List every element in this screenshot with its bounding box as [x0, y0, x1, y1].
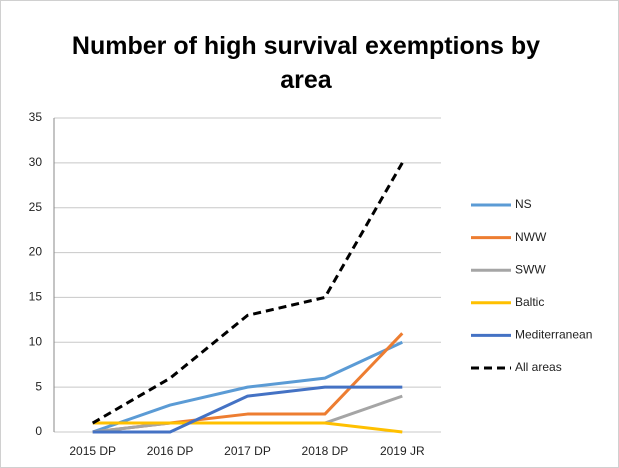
series-line: [92, 340, 403, 434]
x-tick-label: 2018 DP: [302, 444, 349, 458]
y-tick-label: 5: [35, 379, 42, 393]
y-tick-label: 30: [29, 155, 43, 169]
x-tick-label: 2017 DP: [224, 444, 271, 458]
y-tick-label: 0: [35, 424, 42, 438]
series-line: [91, 162, 404, 425]
legend-label: Mediterranean: [515, 328, 592, 342]
y-tick-label: 15: [29, 290, 43, 304]
y-tick-label: 20: [29, 245, 43, 259]
chart-title: Number of high survival exemptions by ar…: [71, 32, 541, 94]
legend-label: SWW: [515, 262, 546, 276]
x-tick-label: 2016 DP: [147, 444, 194, 458]
y-tick-label: 10: [29, 334, 43, 348]
legend-label: NWW: [515, 230, 547, 244]
series-line: [92, 421, 403, 434]
x-tick-label: 2019 JR: [380, 444, 425, 458]
legend-label: All areas: [515, 360, 562, 374]
y-tick-label: 35: [29, 110, 43, 124]
y-tick-label: 25: [29, 200, 43, 214]
legend-label: NS: [515, 197, 532, 211]
legend-label: Baltic: [515, 295, 544, 309]
x-tick-label: 2015 DP: [69, 444, 116, 458]
series-line: [92, 385, 403, 434]
